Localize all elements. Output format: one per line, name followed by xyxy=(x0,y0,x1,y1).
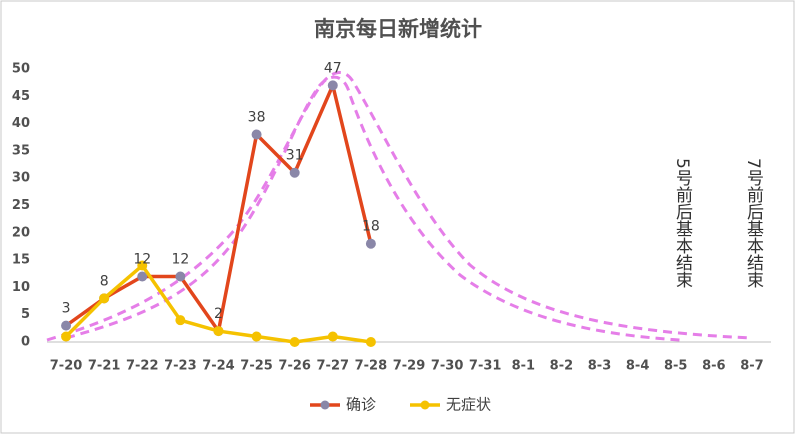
chart-title: 南京每日新增统计 xyxy=(314,17,482,41)
legend-marker xyxy=(320,400,330,410)
point xyxy=(327,331,338,342)
point xyxy=(99,293,110,304)
point xyxy=(289,337,300,347)
y-tick-label: 10 xyxy=(12,280,30,295)
y-tick-label: 15 xyxy=(12,253,30,268)
point xyxy=(289,167,300,178)
point xyxy=(365,238,376,249)
y-tick-label: 40 xyxy=(12,116,30,131)
y-tick-label: 20 xyxy=(12,225,30,240)
data-label: 31 xyxy=(286,148,304,164)
x-tick-label: 7-21 xyxy=(88,359,121,374)
x-tick-label: 7-24 xyxy=(202,359,235,374)
point xyxy=(327,80,338,91)
x-tick-label: 7-20 xyxy=(50,359,83,374)
x-tick-label: 7-29 xyxy=(393,359,426,374)
x-tick-label: 8-4 xyxy=(626,359,650,374)
x-tick-label: 7-22 xyxy=(126,359,159,374)
point xyxy=(251,129,262,140)
x-tick-label: 7-28 xyxy=(355,359,388,374)
point xyxy=(365,337,376,347)
annotation-box xyxy=(734,140,772,315)
annotation: 7号前后基本结束 xyxy=(743,158,764,288)
data-label: 12 xyxy=(171,251,189,267)
x-tick-label: 8-1 xyxy=(512,359,536,374)
trend-curves xyxy=(46,71,753,342)
legend-label: 无症状 xyxy=(446,396,491,414)
point xyxy=(175,315,186,326)
x-tick-label: 7-23 xyxy=(164,359,197,374)
trend-curve xyxy=(65,75,681,342)
annotation: 5号前后基本结束 xyxy=(672,158,693,288)
data-label: 8 xyxy=(100,273,109,289)
y-tick-label: 25 xyxy=(12,198,30,213)
legend-label: 确诊 xyxy=(346,396,376,414)
x-tick-label: 7-31 xyxy=(469,359,502,374)
point xyxy=(61,331,72,342)
data-label: 12 xyxy=(133,251,151,267)
annotation-box xyxy=(664,140,702,315)
x-tick-label: 8-5 xyxy=(664,359,688,374)
data-label: 2 xyxy=(214,306,223,322)
x-tick-label: 7-30 xyxy=(431,359,464,374)
point xyxy=(251,331,262,342)
y-tick-label: 30 xyxy=(12,171,30,186)
y-tick-label: 50 xyxy=(12,62,30,77)
data-label: 38 xyxy=(248,110,266,126)
point xyxy=(175,271,186,282)
x-tick-label: 8-3 xyxy=(588,359,612,374)
data-label: 18 xyxy=(362,219,380,235)
trend-curve xyxy=(46,71,753,342)
y-tick-label: 45 xyxy=(12,89,30,104)
y-tick-label: 0 xyxy=(21,335,30,350)
point xyxy=(137,271,148,282)
x-tick-label: 8-6 xyxy=(702,359,726,374)
data-label: 47 xyxy=(324,60,342,76)
legend-marker xyxy=(420,400,430,410)
data-label: 3 xyxy=(62,301,71,317)
x-tick-label: 8-7 xyxy=(740,359,764,374)
x-tick-label: 8-2 xyxy=(550,359,574,374)
x-tick-label: 7-26 xyxy=(278,359,311,374)
point xyxy=(61,320,72,331)
x-tick-label: 7-27 xyxy=(317,359,350,374)
point xyxy=(137,260,148,271)
x-tick-label: 7-25 xyxy=(240,359,273,374)
point xyxy=(213,326,224,337)
y-tick-label: 35 xyxy=(12,143,30,158)
y-tick-label: 5 xyxy=(21,307,30,322)
